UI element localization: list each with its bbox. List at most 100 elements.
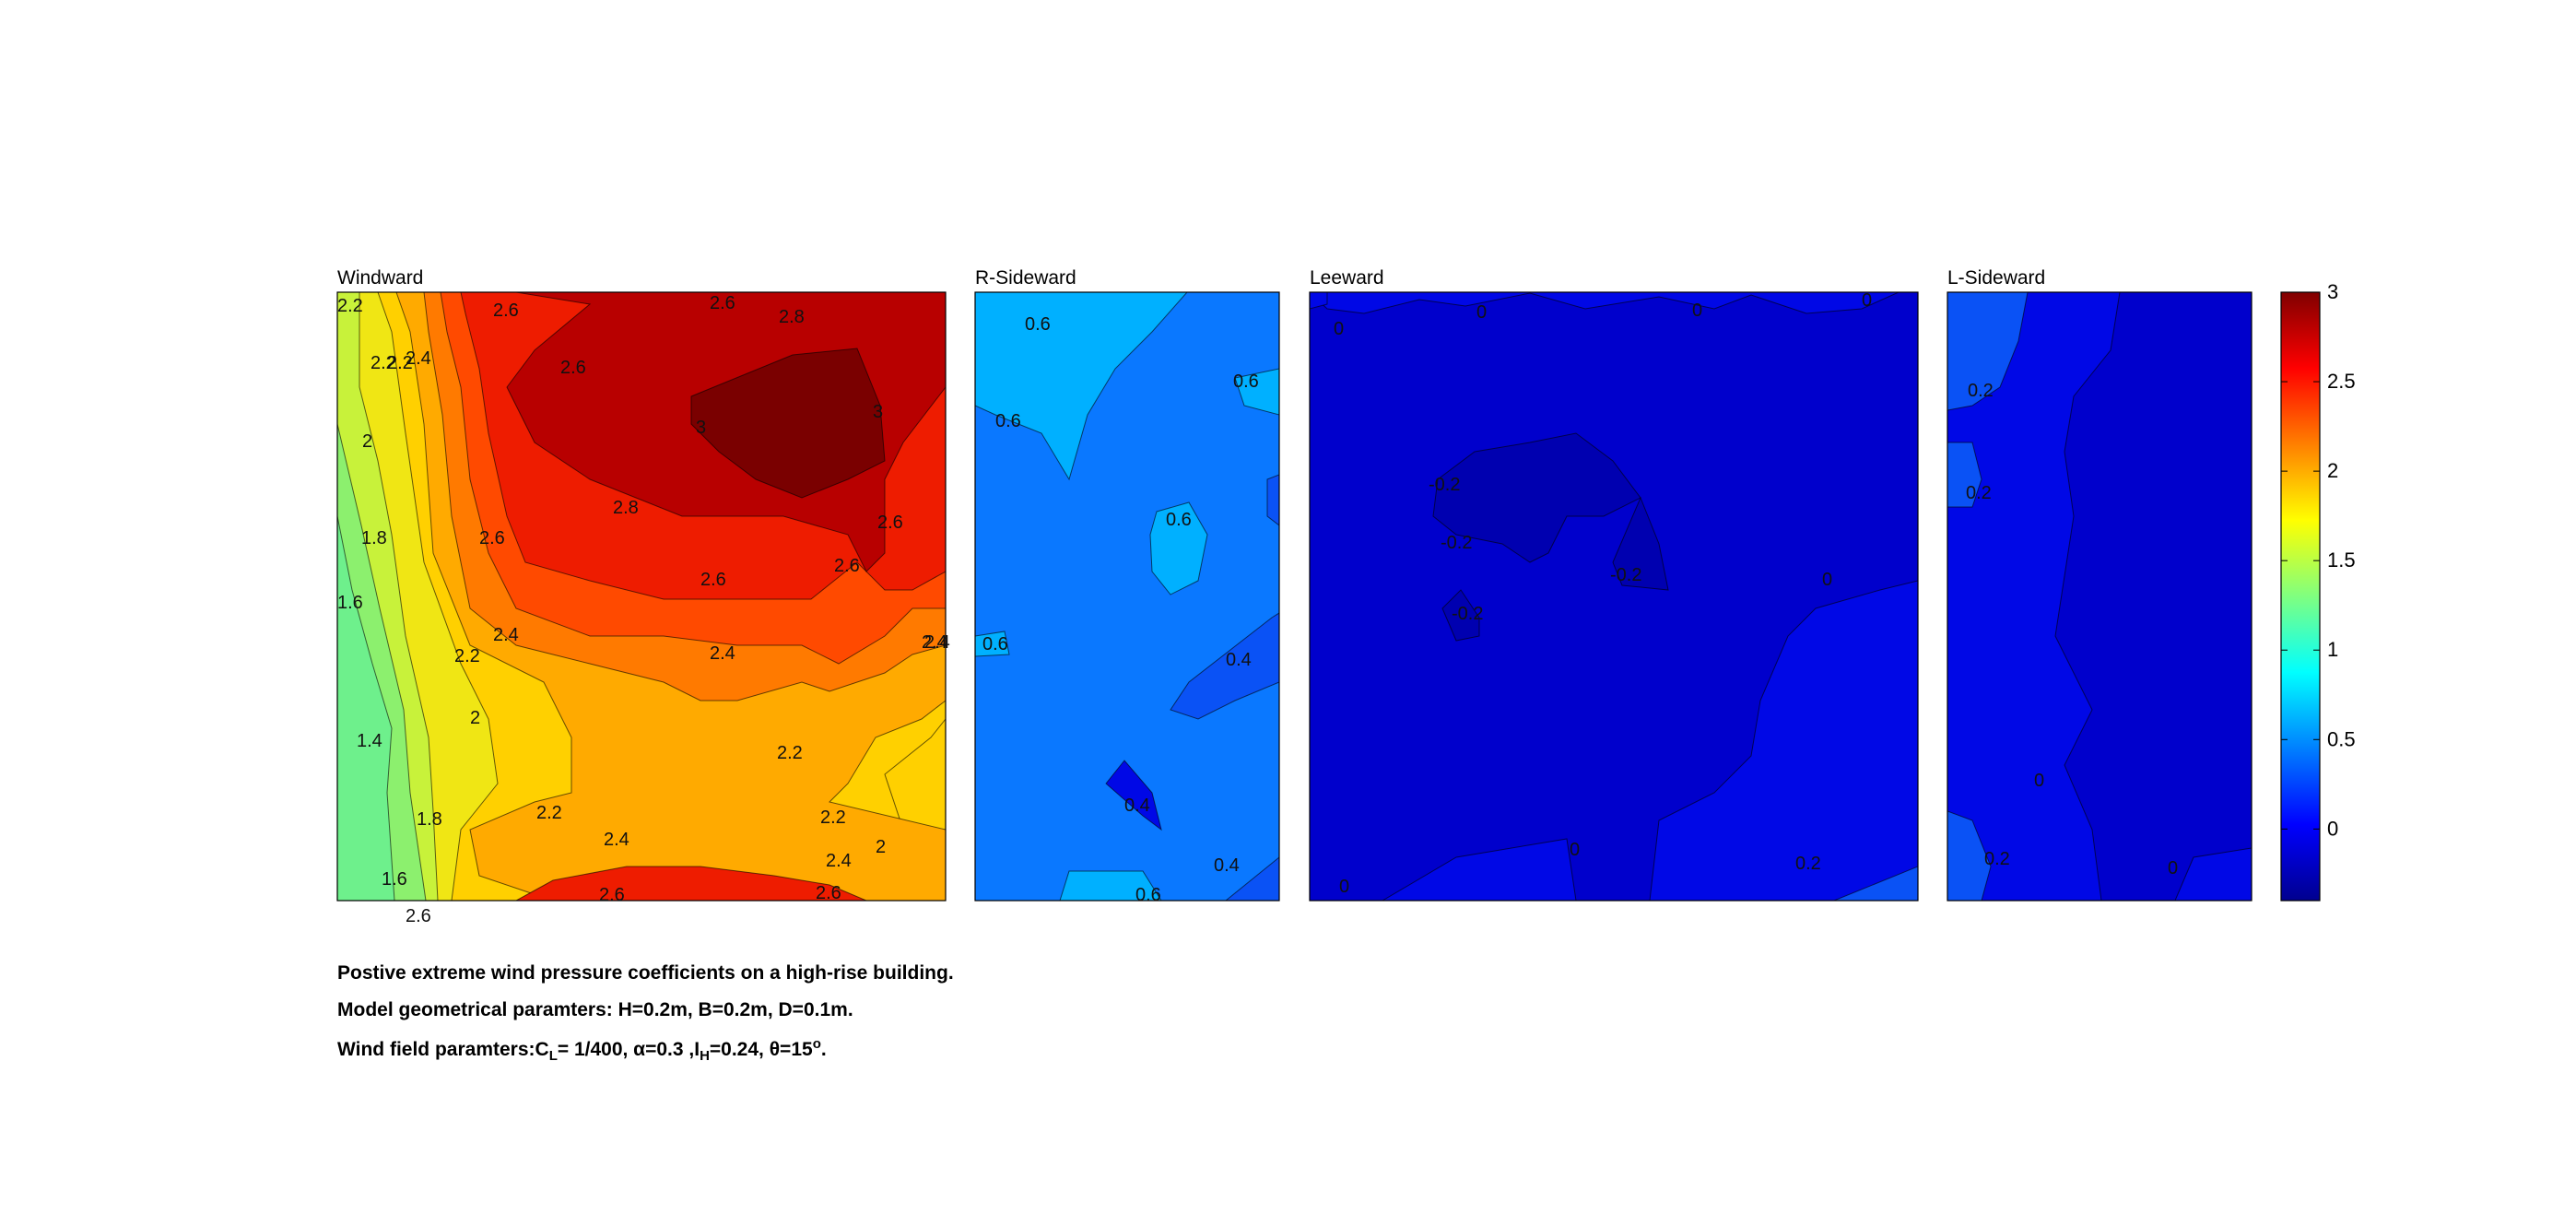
leeward-contour-label: -0.2	[1429, 475, 1460, 495]
leeward-contour-labels: 0 0 0 0 -0.2 -0.2 -0.2 -0.2 0 0 0 0.2	[1334, 290, 1872, 897]
windward-contour-label: 2.4	[922, 632, 947, 653]
colorbar-tick-label: 1	[2327, 638, 2338, 661]
windward-contour-label: 2.6	[700, 570, 726, 590]
leeward-axes-box	[1309, 291, 1919, 902]
l-sideward-region-0.2-bottom	[1947, 810, 1992, 901]
leeward-contour-label: 0	[1862, 290, 1872, 311]
r-sideward-contour-label: 0.6	[995, 411, 1021, 431]
panel-title-r-sideward: R-Sideward	[975, 267, 1076, 289]
caption-line-3-sub-h: H	[700, 1048, 710, 1065]
r-sideward-contour-label: 0.4	[1124, 796, 1150, 816]
l-sideward-region-0-right-bottom	[2174, 847, 2252, 901]
windward-contour-label: 1.8	[361, 528, 387, 548]
windward-contour-label: 1.4	[357, 731, 382, 751]
l-sideward-region-0-0.2	[1947, 292, 2121, 901]
panel-title-leeward: Leeward	[1310, 267, 1384, 289]
colorbar-tick-label: 0	[2327, 817, 2338, 840]
leeward-contour-label: -0.2	[1610, 565, 1641, 585]
r-sideward-contour-label: 0.6	[1233, 371, 1259, 392]
caption-line-1: Postive extreme wind pressure coefficien…	[337, 962, 954, 984]
windward-contour-label: 2	[876, 837, 886, 857]
windward-contour-label: 2.2	[454, 646, 480, 666]
l-sideward-contour-label: 0.2	[1968, 381, 1994, 401]
leeward-contour-label: 0	[1822, 570, 1832, 590]
windward-contour-label: 2	[362, 431, 372, 452]
r-sideward-contour-label: 0.6	[982, 634, 1008, 654]
windward-region-3.4	[690, 348, 886, 499]
windward-contour-label: 2.6	[816, 883, 841, 903]
colorbar-tick-label: 1.5	[2327, 548, 2356, 572]
windward-contour-label: 2.2	[820, 808, 846, 828]
windward-contour-label: 2.6	[406, 906, 431, 926]
windward-contour-label: 2.8	[613, 498, 639, 518]
caption-line-3-mid2: =0.24, θ=15	[709, 1039, 813, 1060]
r-sideward-region-0.4-right	[1266, 474, 1279, 526]
windward-contour-label: 1.6	[382, 869, 407, 890]
r-sideward-region-0.6-right	[1234, 368, 1279, 416]
caption-line-3-mid: = 1/400, α=0.3 ,I	[557, 1039, 700, 1060]
caption-line-1-text: Postive extreme wind pressure coefficien…	[337, 962, 954, 984]
windward-contour-label: 2.6	[599, 885, 625, 905]
panel-windward: Windward 2.2 2.2 2.2 2.4 2.6 2.6 2.8 2.6…	[336, 267, 950, 926]
leeward-region-negative	[1310, 292, 1918, 901]
leeward-region-0.2	[1833, 866, 1918, 901]
l-sideward-contour-label: 0.2	[1984, 849, 2010, 869]
r-sideward-region-0.6-bottom	[1059, 870, 1162, 901]
windward-axes-box	[336, 291, 947, 902]
colorbar-tick-label: 3	[2327, 280, 2338, 303]
r-sideward-contour-label: 0.6	[1025, 314, 1051, 335]
r-sideward-contour-label: 0.4	[1214, 855, 1240, 876]
windward-contour-label: 2.4	[604, 830, 629, 850]
caption-line-3-sub-l: L	[548, 1048, 558, 1065]
panel-l-sideward: L-Sideward 0.2 0.2 0 0.2 0	[1947, 267, 2253, 902]
leeward-contour-label: 0	[1692, 301, 1702, 321]
l-sideward-contour-label: 0	[2168, 858, 2178, 878]
windward-contour-label: 2.4	[826, 851, 852, 871]
windward-contour-label: 3	[696, 418, 706, 438]
l-sideward-contour-labels: 0.2 0.2 0 0.2 0	[1966, 381, 2178, 878]
r-sideward-region-0.4-corner	[1225, 856, 1279, 901]
l-sideward-contour-label: 0	[2034, 771, 2044, 791]
leeward-contour-label: -0.2	[1452, 604, 1483, 624]
r-sideward-axes-box	[974, 291, 1280, 902]
leeward-region-top-edge-0	[1310, 292, 1328, 310]
caption-line-2-text: Model geometrical paramters: H=0.2m, B=0…	[337, 999, 853, 1020]
l-sideward-axes-box	[1947, 291, 2253, 902]
colorbar: 0 0.5 1 1.5 2 2.5 3	[2280, 280, 2356, 902]
panel-title-l-sideward: L-Sideward	[1947, 267, 2045, 289]
windward-contour-label: 1.8	[417, 809, 442, 830]
windward-contour-label: 2.8	[779, 307, 805, 327]
windward-contour-label: 2.6	[560, 358, 586, 378]
windward-contour-label: 2.6	[710, 293, 735, 313]
r-sideward-region-0.6-center	[1149, 501, 1208, 595]
colorbar-gradient	[2280, 291, 2321, 902]
r-sideward-region-0.6-left	[975, 631, 1010, 657]
r-sideward-region-0.6-top	[975, 292, 1188, 481]
windward-contour-label: 2.2	[536, 803, 562, 823]
windward-contour-label: 2.2	[387, 353, 413, 373]
caption-line-2: Model geometrical paramters: H=0.2m, B=0…	[337, 999, 853, 1021]
windward-contour-label: 2.4	[710, 643, 735, 664]
l-sideward-contour-label: 0.2	[1966, 483, 1992, 503]
windward-contour-label: 2.6	[479, 528, 505, 548]
r-sideward-region-0.4-triangle	[1105, 760, 1162, 831]
windward-contour-label: 2.6	[877, 513, 903, 533]
leeward-region-minus-0.2-c	[1441, 589, 1480, 642]
leeward-contour-label: 0	[1570, 840, 1580, 860]
colorbar-tick-label: 2	[2327, 459, 2338, 482]
windward-contour-label: 2	[470, 708, 480, 728]
panel-leeward: Leeward 0 0 0 0 -0.2 -0.2 -0.2 -0.2 0 0 …	[1309, 267, 1919, 902]
caption-line-3: Wind field paramters:CL= 1/400, α=0.3 ,I…	[337, 1036, 827, 1064]
colorbar-tick-label: 0.5	[2327, 727, 2356, 750]
r-sideward-contour-label: 0.6	[1135, 885, 1161, 905]
leeward-region-minus-0.2-b	[1612, 496, 1669, 591]
windward-contour-label: 2.2	[777, 743, 803, 763]
caption-line-3-end: .	[820, 1039, 827, 1060]
windward-contour-label: 2.4	[493, 625, 519, 645]
leeward-contour-label: 0.2	[1795, 854, 1821, 874]
l-sideward-region-0.2-mid	[1947, 442, 1982, 508]
windward-contour-label: 2.2	[337, 296, 363, 316]
windward-contour-label: 2.6	[493, 301, 519, 321]
colorbar-ticks: 0 0.5 1 1.5 2 2.5 3	[2281, 280, 2356, 840]
